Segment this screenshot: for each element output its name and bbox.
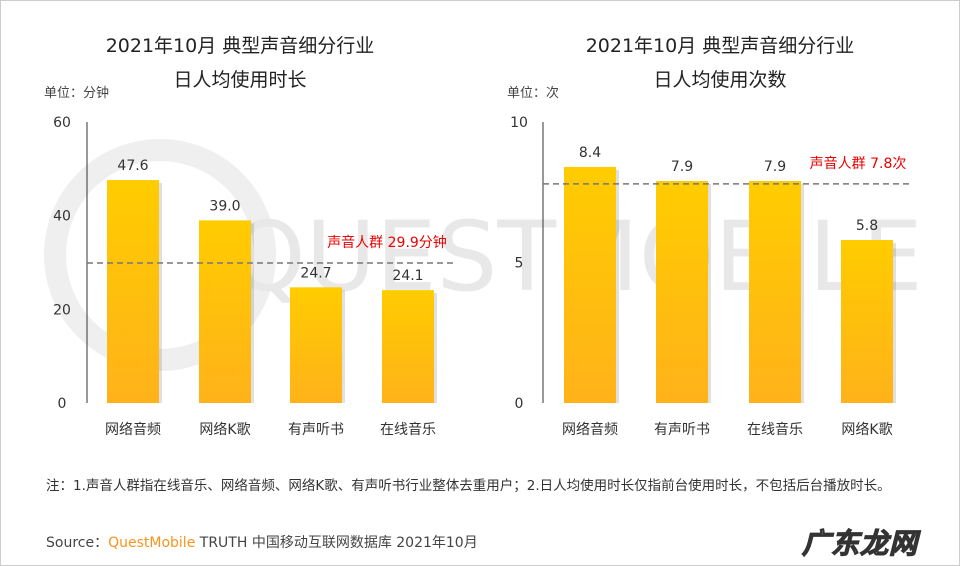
data-label: 39.0 [209, 198, 240, 214]
unit-label: 单位：分钟 [44, 85, 109, 101]
chart-title: 2021年10月 典型声音细分行业 [586, 35, 855, 57]
data-label: 5.8 [856, 218, 878, 234]
bar [107, 180, 159, 403]
source-line: Source：QuestMobile TRUTH 中国移动互联网数据库 2021… [46, 532, 478, 552]
footnote: 注：1.声音人群指在线音乐、网络音频、网络K歌、有声听书行业整体去重用户；2.日… [46, 478, 891, 494]
y-tick-label: 0 [515, 396, 524, 412]
reference-label: 声音人群 7.8次 [810, 155, 907, 172]
source-prefix: Source： [46, 535, 109, 551]
x-tick-label: 在线音乐 [380, 421, 436, 438]
y-tick-label: 5 [515, 256, 524, 272]
bar [199, 220, 251, 403]
x-tick-label: 网络音频 [105, 421, 161, 438]
y-tick-label: 40 [53, 209, 71, 225]
data-label: 8.4 [579, 145, 601, 161]
data-label: 7.9 [671, 159, 693, 175]
x-tick-label: 有声听书 [654, 422, 710, 438]
chart-title: 2021年10月 典型声音细分行业 [106, 35, 375, 57]
x-tick-label: 有声听书 [288, 422, 344, 438]
y-tick-label: 20 [53, 302, 71, 318]
bar [656, 181, 708, 403]
x-tick-label: 网络K歌 [199, 422, 250, 438]
data-label: 7.9 [764, 159, 786, 175]
x-tick-label: 网络K歌 [841, 422, 892, 438]
data-label: 47.6 [117, 158, 148, 174]
bar [564, 166, 616, 403]
data-label: 24.1 [392, 268, 423, 284]
x-tick-label: 在线音乐 [747, 421, 803, 438]
source-brand: QuestMobile [108, 535, 196, 551]
chart-subtitle: 日人均使用次数 [653, 69, 786, 91]
bar [382, 290, 434, 403]
unit-label: 单位：次 [507, 85, 559, 101]
x-tick-label: 网络音频 [562, 421, 618, 438]
reference-label: 声音人群 29.9分钟 [327, 234, 447, 251]
bar [749, 181, 801, 403]
corner-logo: 广东龙网 [801, 526, 918, 560]
y-tick-label: 0 [58, 396, 67, 412]
source-rest: TRUTH 中国移动互联网数据库 2021年10月 [195, 535, 478, 551]
y-tick-label: 60 [53, 115, 71, 131]
y-tick-label: 10 [510, 115, 528, 131]
data-label: 24.7 [300, 265, 331, 281]
bar [290, 287, 342, 403]
chart-subtitle: 日人均使用时长 [173, 69, 306, 91]
bar [841, 240, 893, 403]
